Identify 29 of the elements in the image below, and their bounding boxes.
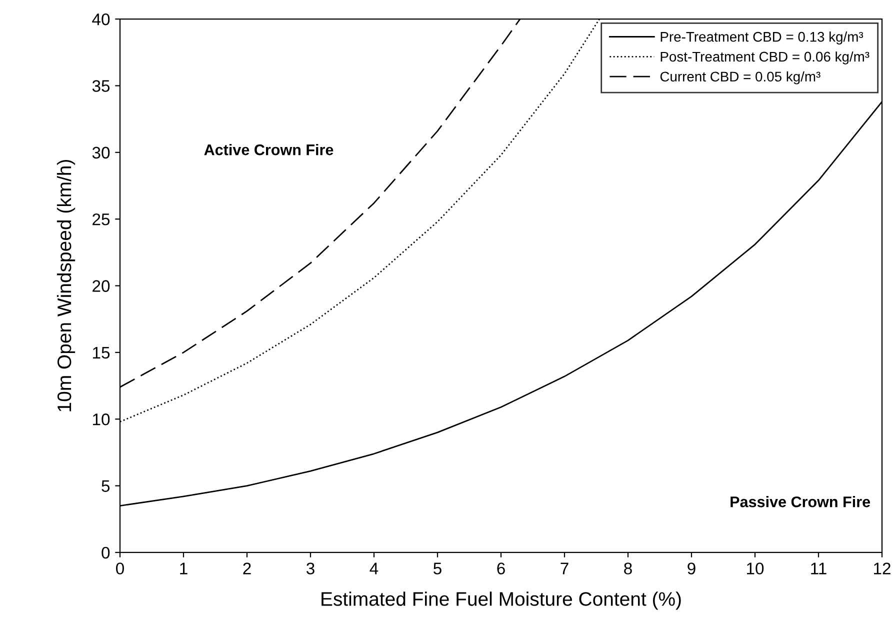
x-tick-label: 3 xyxy=(306,562,314,574)
y-tick-label: 10 xyxy=(93,414,110,426)
annotation: Passive Crown Fire xyxy=(730,496,870,508)
x-tick-label: 1 xyxy=(180,562,188,574)
y-tick-label: 5 xyxy=(102,480,110,492)
y-tick-label: 25 xyxy=(92,213,110,226)
y-tick-label: 35 xyxy=(92,80,110,92)
y-tick-label: 0 xyxy=(102,546,110,559)
x-tick-label: 9 xyxy=(688,562,696,574)
x-tick-label: 8 xyxy=(624,562,632,574)
y-tick-label: 20 xyxy=(92,280,110,292)
x-tick-label: 0 xyxy=(116,562,124,574)
y-tick-label: 30 xyxy=(92,146,110,159)
x-tick-label: 10 xyxy=(747,562,764,574)
x-tick-label: 12 xyxy=(874,562,890,574)
x-tick-label: 5 xyxy=(434,562,442,574)
x-tick-label: 2 xyxy=(243,562,251,574)
x-tick-label: 11 xyxy=(811,562,826,574)
legend-label: Pre-Treatment CBD = 0.13 kg/m³ xyxy=(660,32,864,44)
legend-label: Current CBD = 0.05 kg/m³ xyxy=(660,71,820,84)
x-tick-label: 7 xyxy=(560,562,568,574)
y-tick-label: 15 xyxy=(93,347,110,359)
y-tick-label: 40 xyxy=(92,13,110,26)
annotation: Active Crown Fire xyxy=(204,144,334,156)
legend-label: Post-Treatment CBD = 0.06 kg/m³ xyxy=(660,51,870,64)
x-axis-title: Estimated Fine Fuel Moisture Content (%) xyxy=(322,592,681,610)
x-tick-label: 6 xyxy=(497,562,505,574)
y-axis-title: 10m Open Windspeed (km/h) xyxy=(56,160,76,412)
x-tick-label: 4 xyxy=(370,562,378,574)
